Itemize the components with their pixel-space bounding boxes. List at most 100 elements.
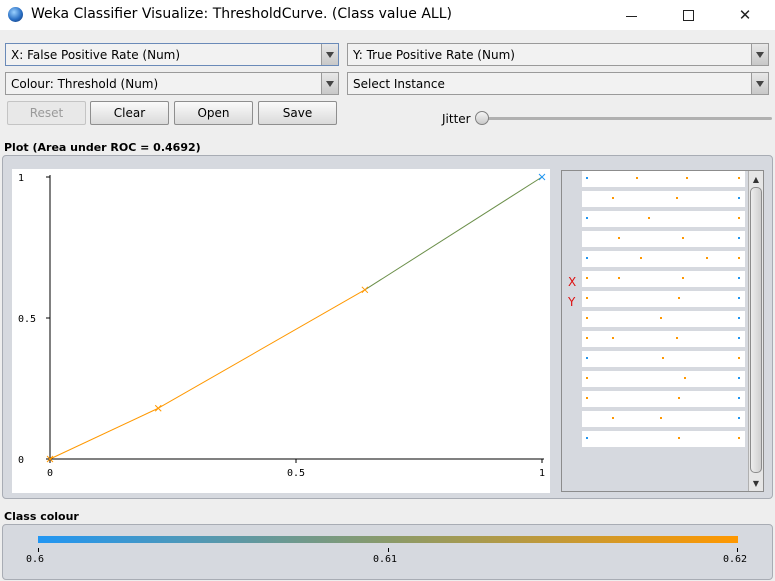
strip-point (738, 377, 740, 379)
roc-curve-chart[interactable]: 0 0.5 1 0 0.5 1 (12, 169, 550, 493)
scroll-up-icon[interactable]: ▲ (752, 174, 760, 184)
chevron-down-icon[interactable] (321, 73, 338, 94)
strip-point (586, 297, 588, 299)
scrollbar-thumb[interactable] (750, 187, 762, 473)
attribute-strip[interactable] (582, 331, 745, 347)
strip-point (586, 437, 588, 439)
attribute-strip[interactable] (582, 371, 745, 387)
chevron-down-icon[interactable] (751, 73, 768, 94)
y-axis-select[interactable]: Y: True Positive Rate (Num) (347, 43, 769, 66)
roc-point-marker[interactable] (538, 173, 546, 181)
visualize-content: X: False Positive Rate (Num) Y: True Pos… (0, 30, 775, 581)
roc-point-marker[interactable] (361, 286, 369, 294)
strip-point (586, 277, 588, 279)
select-instance-value: Select Instance (353, 77, 445, 91)
marker-stroke (154, 404, 162, 412)
strip-point (676, 197, 678, 199)
close-button[interactable]: ✕ (722, 0, 768, 30)
marker-stroke (538, 173, 546, 181)
x-axis-select[interactable]: X: False Positive Rate (Num) (5, 43, 339, 66)
strip-point (586, 317, 588, 319)
strip-point (706, 257, 708, 259)
attribute-strip-list (582, 171, 745, 451)
weka-app-icon (8, 7, 23, 22)
strip-point (618, 277, 620, 279)
strip-point (738, 257, 740, 259)
strip-point (586, 177, 588, 179)
colour-scale-tick (737, 548, 738, 552)
attribute-strip[interactable] (582, 311, 745, 327)
save-button[interactable]: Save (258, 101, 337, 125)
class-colour-title: Class colour (4, 510, 79, 523)
clear-button[interactable]: Clear (90, 101, 169, 125)
strip-point (682, 237, 684, 239)
x-tick-label: 0.5 (287, 468, 305, 479)
colour-select[interactable]: Colour: Threshold (Num) (5, 72, 339, 95)
jitter-slider-track[interactable] (478, 117, 772, 120)
attribute-strip[interactable] (582, 411, 745, 427)
strip-point (612, 197, 614, 199)
strip-point (738, 357, 740, 359)
window-title: Weka Classifier Visualize: ThresholdCurv… (31, 6, 452, 22)
plot-title: Plot (Area under ROC = 0.4692) (4, 141, 201, 154)
colour-scale-min-label: 0.6 (26, 554, 45, 565)
strip-point (738, 177, 740, 179)
attribute-strip[interactable] (582, 431, 745, 447)
roc-point-marker[interactable] (154, 404, 162, 412)
strip-point (738, 297, 740, 299)
strip-point (678, 397, 680, 399)
attribute-strip[interactable] (582, 291, 745, 307)
attribute-scrollbar[interactable]: ▲ ▼ (748, 171, 763, 491)
attribute-strip[interactable] (582, 391, 745, 407)
attribute-strip[interactable] (582, 251, 745, 267)
chevron-down-icon[interactable] (321, 44, 338, 65)
x-tick-label: 1 (539, 468, 545, 479)
attribute-strip[interactable] (582, 211, 745, 227)
jitter-slider-thumb[interactable] (475, 111, 489, 125)
strip-point (660, 417, 662, 419)
roc-curve-segment (49, 407, 159, 460)
roc-point-marker[interactable] (46, 455, 54, 463)
chevron-down-icon[interactable] (751, 44, 768, 65)
y-tick-label: 1 (18, 173, 24, 184)
maximize-button[interactable] (665, 0, 711, 30)
marker-stroke (361, 286, 369, 294)
strip-point (660, 317, 662, 319)
strip-point (738, 217, 740, 219)
strip-point (586, 337, 588, 339)
colour-scale-tick (38, 548, 39, 552)
reset-button[interactable]: Reset (7, 101, 86, 125)
attribute-strip[interactable] (582, 271, 745, 287)
attribute-strip[interactable] (582, 171, 745, 187)
strip-point (678, 297, 680, 299)
attribute-strip[interactable] (582, 351, 745, 367)
roc-curve-segment (157, 289, 366, 409)
strip-point (636, 177, 638, 179)
strip-point (738, 417, 740, 419)
strip-point (676, 337, 678, 339)
y-tick-label: 0.5 (18, 314, 36, 325)
class-colour-panel: 0.6 0.61 0.62 (2, 524, 773, 580)
colour-scale-mid-label: 0.61 (373, 554, 398, 565)
strip-point (586, 257, 588, 259)
strip-point (618, 237, 620, 239)
colour-scale-max-label: 0.62 (723, 554, 748, 565)
strip-point (738, 237, 740, 239)
attribute-strip[interactable] (582, 191, 745, 207)
minimize-icon (625, 15, 637, 17)
close-icon: ✕ (738, 6, 752, 24)
scroll-down-icon[interactable]: ▼ (752, 478, 760, 488)
strip-point (586, 377, 588, 379)
x-axis-select-value: X: False Positive Rate (Num) (11, 48, 181, 62)
jitter-label: Jitter (442, 112, 471, 126)
plot-area[interactable]: 0 0.5 1 0 0.5 1 (12, 169, 550, 493)
marker-stroke (46, 455, 54, 463)
open-button[interactable]: Open (174, 101, 253, 125)
attribute-strip[interactable] (582, 231, 745, 247)
select-instance-select[interactable]: Select Instance (347, 72, 769, 95)
class-colour-gradient (38, 536, 738, 543)
title-bar: Weka Classifier Visualize: ThresholdCurv… (0, 0, 775, 30)
strip-point (738, 397, 740, 399)
minimize-button[interactable] (608, 0, 654, 30)
strip-point (678, 437, 680, 439)
